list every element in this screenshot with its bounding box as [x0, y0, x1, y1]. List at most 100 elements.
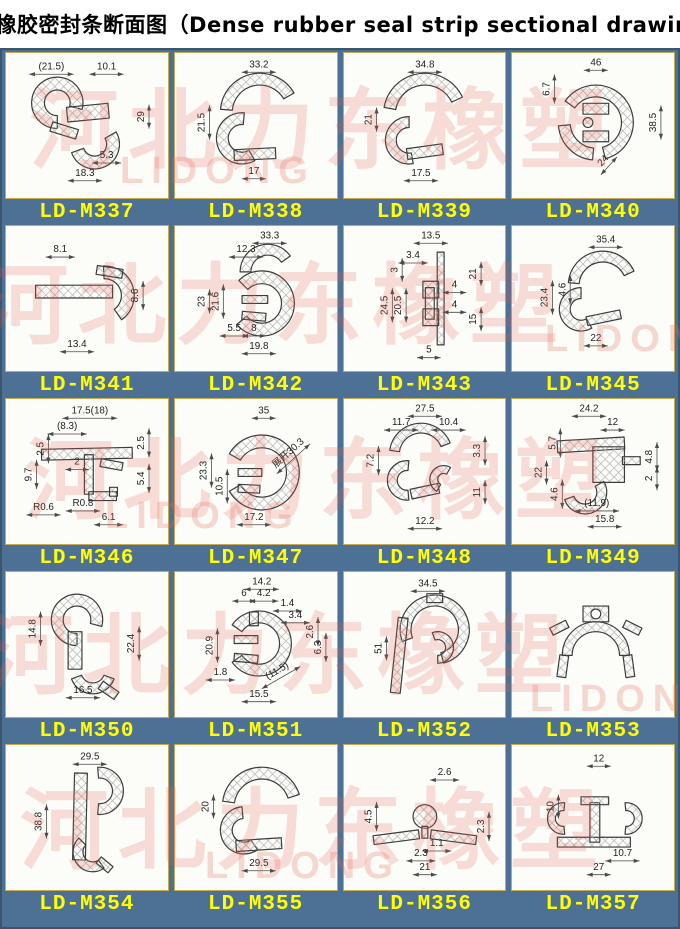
seal-profile-shape [425, 593, 443, 604]
dimension-label: 10 [546, 801, 557, 812]
dimension-annotation: 6.3 [313, 632, 328, 663]
dimension-annotation: 24.5 [379, 288, 394, 323]
seal-profile-shape [228, 434, 300, 511]
catalog-cell: 46 6.7 38.5 24 [511, 52, 675, 199]
seal-profile-shape [34, 284, 114, 299]
dimension-annotation: 29.5 [72, 751, 107, 767]
catalog-cell: 33.3 12.3 23 21.6 5.5 8 19.8 [173, 225, 338, 372]
dimension-label: 17 [248, 166, 259, 177]
dimension-annotation: 4.8 [644, 442, 660, 472]
seal-profile-shape [237, 483, 261, 494]
dimension-label: 34.5 [418, 578, 438, 589]
seal-profile-shape [50, 593, 104, 647]
catalog-cell: (21.5) 10.1 29 5.3 18.3 [5, 52, 169, 199]
dimension-label: 8.6 [130, 288, 141, 302]
dimension-label: 33.2 [249, 59, 268, 70]
dimension-annotation: 34.8 [407, 59, 442, 75]
seal-profile-shape [559, 287, 593, 332]
dimension-label: 10.7 [613, 848, 632, 859]
dimension-label: R0.8 [73, 498, 94, 509]
dimension-label: 23 [196, 295, 207, 306]
model-label: LD-M350 [39, 719, 135, 743]
seal-profile-shape [233, 652, 259, 664]
dimension-label: 6 [241, 588, 247, 599]
dimension-label: 3 [389, 267, 400, 273]
dimension-annotation: 17.5(18) [62, 405, 118, 421]
dimension-label: 3.4 [406, 250, 420, 261]
dimension-annotation: 33.3 [252, 230, 287, 246]
dimension-label: 29 [136, 111, 147, 122]
dimension-annotation: 33.2 [241, 59, 276, 75]
dimension-annotation: 1.1 [421, 838, 451, 854]
seal-profile-shape [564, 480, 608, 515]
section-drawing: 33.2 21.5 17 [196, 59, 295, 181]
dimension-label: 2 [644, 476, 655, 481]
catalog-cell: 33.2 21.5 17 [173, 52, 338, 199]
dimension-label: 22 [591, 333, 602, 344]
seal-profile-shape [83, 454, 94, 495]
model-label: LD-M357 [545, 892, 641, 916]
seal-profile-shape [622, 654, 636, 679]
dimension-label: 1.1 [429, 838, 443, 849]
seal-profile-shape [97, 680, 120, 701]
dimension-label: 5.5 [227, 323, 241, 334]
dimension-annotation: 22.4 [126, 626, 142, 661]
dimension-label: 11 [472, 487, 483, 497]
dimension-label: 17.5 [411, 168, 431, 179]
model-label: LD-M354 [39, 892, 135, 916]
model-label: LD-M355 [208, 892, 304, 916]
dimension-annotation: 6.1 [93, 512, 124, 527]
dimension-label: 24.2 [580, 403, 599, 414]
seal-profile-shape [99, 458, 124, 472]
seal-profile-shape [233, 635, 259, 645]
seal-profile-shape [405, 143, 444, 161]
seal-profile-shape [233, 147, 277, 162]
section-drawing: 2.64.52.31.12.321 [363, 767, 491, 877]
dimension-label: 2.6 [437, 767, 451, 778]
dimension-annotation: 5 [416, 345, 441, 360]
section-drawing: 29.5 38.8 [34, 751, 124, 874]
seal-profile-shape [231, 610, 292, 677]
section-drawing: 14.8 22.4 16.5 [28, 593, 142, 701]
catalog-grid: (21.5) 10.1 29 5.3 18.3 33.2 21.5 17 34.8 21 17.5 4… [5, 52, 675, 925]
dimension-annotation: 12.2 [407, 516, 442, 531]
dimension-annotation: 4 [442, 280, 466, 295]
dimension-label: 21.6 [210, 291, 221, 311]
dimension-annotation: 29.5 [241, 858, 276, 873]
seal-profile-shape [103, 265, 135, 321]
dimension-annotation: 21 [468, 261, 483, 286]
seal-profile-shape [31, 76, 84, 130]
seal-profile-shape [382, 72, 463, 111]
dimension-annotation: 5.3 [92, 150, 122, 166]
dimension-label: R0.6 [33, 502, 54, 513]
catalog-cell: 20 29.5 [173, 744, 338, 891]
model-label: LD-M349 [545, 546, 641, 570]
seal-profile-shape [428, 465, 451, 492]
dimension-label: 51 [373, 643, 384, 654]
page-title: 密实橡胶密封条断面图（Dense rubber seal strip secti… [0, 13, 680, 37]
dimension-annotation: 38.5 [648, 105, 664, 140]
seal-profile-shape [389, 616, 409, 694]
catalog-cell: 35 23.3 10.5 展开30.3 17.2 [173, 398, 338, 545]
section-drawing: 34.8 21 17.5 [363, 59, 463, 183]
dimension-annotation: 13.5 [413, 230, 448, 246]
dimension-label: 12 [594, 753, 605, 764]
section-drawing: 24.2 12 5.7 22 4.6 4.8 2 (11.9) 15.8 [534, 403, 660, 529]
seal-profile-shape [420, 825, 428, 839]
dimension-annotation: 11 [472, 480, 487, 505]
dimension-label: 6.7 [542, 82, 553, 96]
dimension-label: 15 [468, 313, 479, 324]
dimension-annotation: 21 [363, 107, 379, 132]
section-drawing: 33.3 12.3 23 21.6 5.5 8 19.8 [196, 230, 295, 356]
dimension-label: 2.6 [305, 624, 316, 638]
catalog-cell: 17.5(18) (8.3) 2.5 2.5 9.7 2 5.4 R0.6 R0.8 6.1 [5, 398, 169, 545]
catalog-cell: 8.1 8.6 13.4 [5, 225, 169, 372]
dimension-label: 12.2 [415, 516, 434, 527]
dimension-label: 2.5 [136, 436, 147, 450]
seal-profile-shape [622, 456, 642, 466]
dimension-annotation: R0.8 [65, 498, 101, 514]
dimension-annotation: 34.5 [410, 578, 445, 594]
model-label: LD-M345 [545, 373, 641, 397]
dimension-annotation: (21.5) [29, 61, 74, 77]
